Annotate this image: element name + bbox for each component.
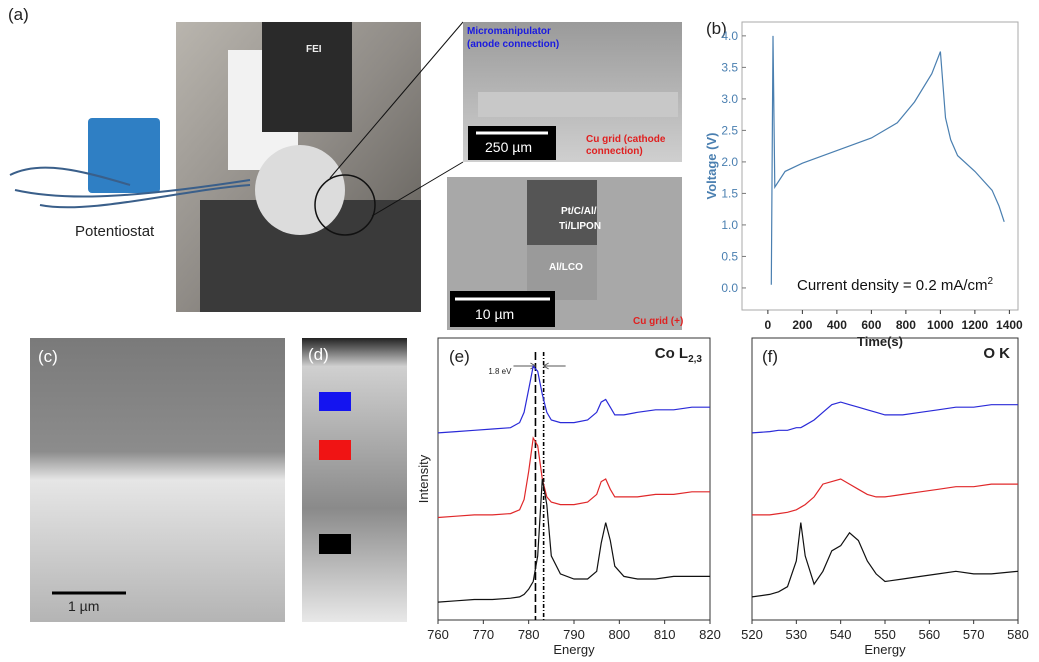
chart: 0 200 400 600 800 1000 1200 1400 0.0 0.5 1.0 1.5 2.0…	[704, 22, 1023, 349]
sem-label: Cu grid (cathode	[586, 134, 666, 145]
data-line	[438, 438, 710, 518]
panel-label: (f)	[762, 347, 778, 366]
arrow	[513, 363, 535, 369]
y-tick-label: 2.5	[721, 123, 738, 137]
x-axis-label: Energy	[864, 642, 906, 657]
region-marker	[319, 440, 351, 460]
x-tick-label: 600	[861, 318, 881, 332]
y-tick-label: 1.0	[721, 218, 738, 232]
sem-label: (anode connection)	[467, 39, 559, 50]
y-tick-label: 4.0	[721, 29, 738, 43]
x-tick-label: 400	[827, 318, 847, 332]
data-line	[771, 36, 1004, 285]
data-line	[438, 479, 710, 602]
panel-label: (c)	[38, 347, 58, 366]
x-axis-label: Time(s)	[857, 334, 903, 349]
scale-label: 10 µm	[475, 306, 514, 322]
x-tick-label: 800	[608, 627, 630, 642]
figure: (a) FEI Potentiostat Micromanipulator (a…	[0, 0, 1039, 657]
sem-label: Al/LCO	[549, 262, 583, 273]
region-marker	[319, 534, 351, 554]
chart-title: O K	[983, 345, 1010, 362]
photo-detail	[262, 22, 352, 132]
sem-detail	[478, 92, 678, 117]
scale-label: 250 µm	[485, 139, 532, 155]
x-tick-label: 560	[918, 627, 940, 642]
panel-label: (d)	[308, 345, 329, 364]
annotation: 1.8 eV	[488, 367, 512, 376]
x-tick-label: 810	[654, 627, 676, 642]
y-axis-label: Intensity	[416, 454, 431, 503]
x-tick-label: 580	[1007, 627, 1029, 642]
chart: 760 770 780 790 800 810 820 Energy Intensity Co L…	[416, 338, 721, 657]
x-tick-label: 770	[472, 627, 494, 642]
y-tick-label: 1.5	[721, 186, 738, 200]
x-tick-label: 530	[785, 627, 807, 642]
sem-label: Pt/C/Al/	[561, 206, 597, 217]
y-axis-label: Voltage (V)	[704, 133, 719, 200]
x-tick-label: 790	[563, 627, 585, 642]
annotation-superscript: 2	[988, 276, 994, 287]
potentiostat-device	[88, 118, 160, 193]
x-tick-label: 550	[874, 627, 896, 642]
panel-a: (a) FEI Potentiostat Micromanipulator (a…	[8, 5, 683, 330]
y-tick-label: 0.0	[721, 281, 738, 295]
brand-label: FEI	[306, 44, 322, 55]
sem-label: Micromanipulator	[467, 26, 551, 37]
x-tick-label: 540	[830, 627, 852, 642]
annotation-text: Current density = 0.2 mA/cm	[797, 277, 988, 294]
sem-label: Ti/LIPON	[559, 221, 601, 232]
x-tick-label: 1000	[927, 318, 954, 332]
x-tick-label: 760	[427, 627, 449, 642]
sem-label: connection)	[586, 146, 643, 157]
y-tick-label: 2.0	[721, 155, 738, 169]
x-tick-label: 800	[896, 318, 916, 332]
tem-image	[302, 338, 407, 622]
tem-image	[30, 338, 285, 622]
data-line	[752, 523, 1018, 597]
y-tick-label: 3.0	[721, 92, 738, 106]
x-tick-label: 1400	[996, 318, 1023, 332]
chart: 520 530 540 550 560 570 580 Energy O K	[741, 338, 1029, 657]
title-subscript: 2,3	[688, 354, 702, 365]
panel-label: (a)	[8, 5, 29, 24]
title-text: O K	[983, 345, 1010, 362]
x-tick-label: 820	[699, 627, 721, 642]
x-axis-label: Energy	[553, 642, 595, 657]
y-tick-label: 0.5	[721, 249, 738, 263]
y-tick-label: 3.5	[721, 60, 738, 74]
scale-label: 1 µm	[68, 598, 99, 614]
annotation: Current density = 0.2 mA/cm2	[797, 276, 994, 294]
sem-label: Cu grid (+)	[633, 316, 683, 327]
x-tick-label: 0	[765, 318, 772, 332]
data-line	[438, 366, 710, 433]
panel-c: (c) 1 µm	[30, 338, 285, 622]
panel-label: (e)	[449, 347, 470, 366]
x-tick-label: 570	[963, 627, 985, 642]
x-tick-label: 1200	[962, 318, 989, 332]
photo-detail	[255, 145, 345, 235]
chart-title: Co L2,3	[655, 345, 703, 365]
data-line	[752, 402, 1018, 433]
panel-d: (d)	[302, 338, 407, 622]
plot-frame	[438, 338, 710, 620]
plot-frame	[742, 22, 1018, 310]
data-line	[752, 479, 1018, 515]
x-tick-label: 520	[741, 627, 763, 642]
x-tick-label: 200	[792, 318, 812, 332]
plot-frame	[752, 338, 1018, 620]
x-tick-label: 780	[518, 627, 540, 642]
region-marker	[319, 392, 351, 411]
device-label: Potentiostat	[75, 223, 155, 240]
title-text: Co L	[655, 345, 688, 362]
arrow	[544, 363, 566, 369]
